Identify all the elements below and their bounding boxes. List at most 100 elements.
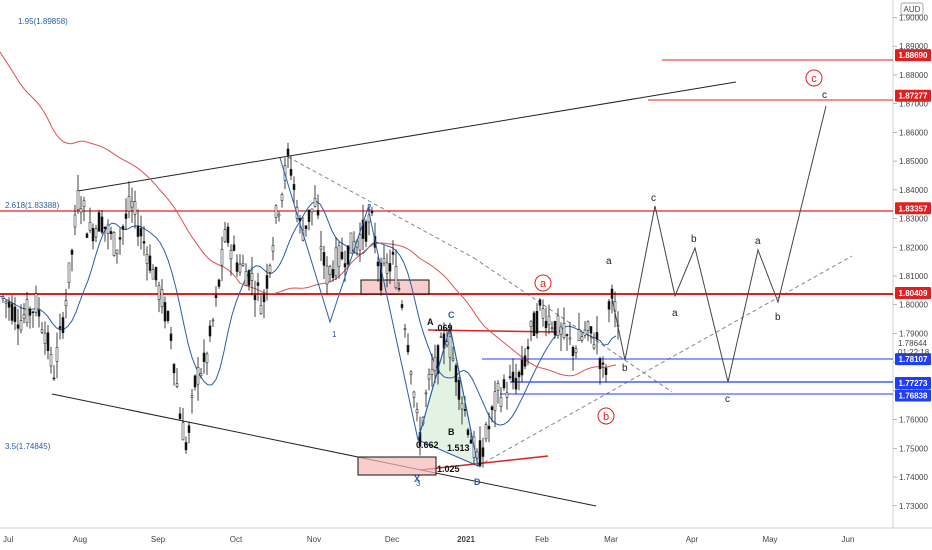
- wave-circle-b: b: [597, 407, 615, 425]
- candle-body: [4, 301, 8, 304]
- price-tick-label: 1.88000: [899, 71, 928, 80]
- ratio-bc: 0.662: [416, 440, 439, 450]
- proj-label-b-2: b: [622, 363, 628, 374]
- candle-body: [514, 377, 518, 390]
- candle-body: [562, 323, 566, 338]
- harmonic-point-a: A: [427, 317, 434, 327]
- currency-badge: AUD: [900, 2, 924, 16]
- candle-body: [139, 228, 143, 237]
- price-tag-label: 1.77273: [899, 379, 928, 388]
- candle-body: [154, 266, 158, 281]
- candle-body: [190, 395, 194, 398]
- demand-zone-box[interactable]: [357, 456, 437, 476]
- candle-body: [583, 329, 587, 336]
- candle-body: [124, 213, 128, 219]
- candle-body: [535, 311, 539, 334]
- candle-body: [481, 447, 485, 457]
- candle-body: [325, 265, 329, 285]
- candle-body: [370, 210, 374, 214]
- proj-label-c-3: c: [725, 394, 730, 405]
- candle-body: [505, 392, 509, 398]
- candle-body: [379, 262, 383, 291]
- candle-body: [595, 332, 599, 340]
- candle-body: [31, 311, 35, 314]
- candle-body: [148, 255, 152, 271]
- candle-body: [493, 391, 497, 411]
- price-tag-box: [895, 49, 931, 62]
- candle-body: [394, 266, 398, 288]
- candle-body: [499, 397, 503, 407]
- candle-body: [559, 326, 563, 335]
- candle-body: [226, 226, 230, 243]
- wedge-upper-line: [77, 81, 737, 192]
- candle-body: [286, 148, 290, 156]
- price-tick-label: 1.90000: [899, 13, 928, 22]
- candle-body: [223, 229, 227, 242]
- dashed-resistance-ext: [473, 257, 673, 393]
- candle-body: [571, 346, 575, 356]
- ratio-ab: .069: [435, 323, 453, 333]
- candle-body: [448, 336, 452, 358]
- svg-text:b: b: [603, 411, 609, 423]
- current-price: 1.78644: [898, 339, 927, 348]
- candle-body: [133, 201, 137, 215]
- wave-label-3: 3: [416, 479, 421, 488]
- candle-body: [193, 375, 197, 388]
- candle-body: [274, 205, 278, 218]
- candle-body: [427, 374, 431, 380]
- candle-body: [451, 358, 455, 361]
- currency-label: AUD: [904, 5, 921, 14]
- candle-body: [19, 320, 23, 331]
- moving-average-slow: [0, 51, 617, 377]
- candle-body: [331, 269, 335, 278]
- candle-body: [598, 358, 602, 370]
- price-tick-label: 1.79000: [899, 329, 928, 338]
- proj-label-b-1: b: [691, 234, 697, 245]
- time-tick-label: Aug: [73, 535, 87, 544]
- price-tick-label: 1.73000: [899, 502, 928, 511]
- candle-body: [346, 245, 350, 265]
- candle-body: [70, 249, 74, 255]
- candle-body: [520, 359, 524, 376]
- candle-body: [46, 332, 50, 352]
- candle-body: [553, 321, 557, 336]
- candle-body: [490, 406, 494, 411]
- candle-body: [529, 320, 533, 327]
- candle-body: [586, 321, 590, 331]
- candle-body: [430, 369, 434, 375]
- candle-body: [13, 306, 17, 322]
- price-tag-label: 1.87277: [899, 92, 928, 101]
- candle-body: [100, 216, 104, 233]
- candle-body: [277, 213, 281, 217]
- candle-body: [268, 265, 272, 273]
- candle-body: [502, 379, 506, 389]
- svg-text:c: c: [811, 73, 817, 85]
- candle-body: [544, 320, 548, 329]
- wedge-lines: [51, 81, 853, 507]
- candle-body: [409, 371, 413, 375]
- proj-label-a-1: a: [672, 308, 678, 319]
- candle-body: [289, 169, 293, 176]
- candle-body: [136, 225, 140, 237]
- candle-body: [196, 366, 200, 385]
- price-tag-box: [895, 377, 931, 390]
- candle-body: [202, 352, 206, 362]
- candle-body: [319, 246, 323, 250]
- candle-body: [337, 245, 341, 267]
- candle-body: [235, 262, 239, 272]
- time-tick-label: 2021: [457, 535, 475, 544]
- candle-body: [436, 345, 440, 374]
- moving-averages: [0, 51, 617, 426]
- candle-body: [151, 269, 155, 280]
- candle-body: [22, 314, 26, 319]
- candle-body: [532, 312, 536, 337]
- candle-body: [541, 308, 545, 319]
- candle-body: [88, 221, 92, 231]
- time-tick-label: Feb: [535, 535, 549, 544]
- time-tick-label: Oct: [230, 535, 243, 544]
- candle-body: [511, 371, 515, 383]
- candle-body: [280, 194, 284, 201]
- candle-body: [517, 371, 521, 378]
- price-tag-label: 1.78107: [899, 355, 928, 364]
